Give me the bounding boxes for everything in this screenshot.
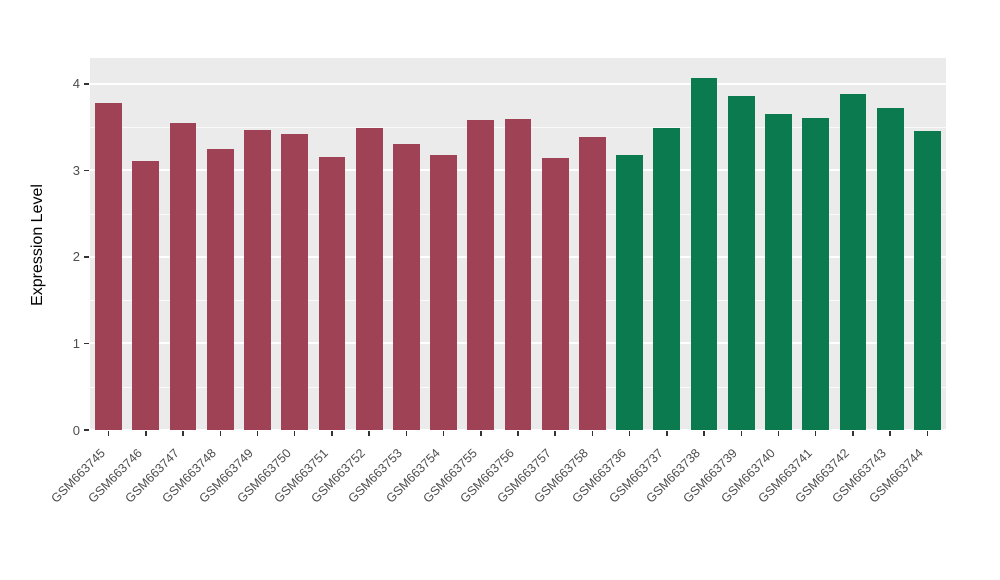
bar-GSM663755	[467, 120, 495, 430]
bar-GSM663739	[727, 96, 755, 430]
x-tick-mark	[405, 431, 408, 436]
y-tick-label: 0	[72, 422, 80, 438]
y-tick-mark	[84, 256, 89, 258]
y-tick-mark	[84, 429, 89, 431]
x-tick-mark	[145, 431, 147, 436]
y-tick-mark	[84, 169, 89, 172]
y-axis-title: Expression Level	[29, 184, 46, 306]
bar-GSM663747	[169, 122, 197, 430]
x-tick-mark	[814, 431, 817, 436]
x-tick-label: GSM663745	[48, 446, 108, 506]
x-tick-mark	[256, 431, 259, 436]
bar-GSM663742	[839, 94, 867, 430]
x-tick-mark	[182, 431, 184, 436]
x-tick-mark	[517, 431, 519, 436]
gridline-major	[90, 82, 946, 85]
bar-GSM663737	[653, 128, 681, 430]
x-tick-mark	[442, 431, 445, 436]
y-tick-mark	[84, 342, 89, 345]
gridline-major	[90, 429, 946, 431]
y-tick-label: 1	[72, 335, 80, 351]
bar-GSM663746	[132, 160, 160, 430]
x-tick-mark	[293, 431, 296, 436]
bar-GSM663743	[876, 108, 904, 430]
plot-panel	[90, 58, 946, 431]
x-tick-mark	[219, 431, 221, 436]
x-tick-mark	[591, 431, 594, 436]
x-tick-mark	[107, 431, 110, 436]
x-tick-mark	[703, 431, 705, 436]
bar-GSM663754	[430, 154, 457, 430]
x-tick-mark	[331, 431, 333, 436]
bar-GSM663753	[392, 143, 420, 430]
bar-GSM663748	[206, 148, 234, 430]
bar-GSM663740	[765, 114, 792, 430]
x-tick-mark	[852, 431, 854, 436]
x-tick-mark	[740, 431, 743, 436]
bar-GSM663745	[95, 103, 122, 430]
bar-GSM663741	[802, 117, 830, 430]
bar-GSM663736	[616, 154, 644, 430]
y-tick-label: 4	[72, 76, 80, 92]
x-tick-mark	[889, 431, 891, 436]
bar-GSM663752	[355, 128, 383, 430]
x-tick-mark	[777, 431, 780, 436]
x-tick-mark	[480, 431, 482, 436]
bar-GSM663738	[690, 77, 718, 430]
x-tick-mark	[628, 431, 631, 436]
x-tick-mark	[926, 431, 929, 436]
bar-GSM663757	[541, 158, 569, 430]
bar-GSM663744	[913, 130, 941, 430]
bar-GSM663758	[579, 136, 606, 430]
bar-GSM663751	[318, 156, 346, 430]
bar-GSM663750	[281, 134, 309, 430]
y-tick-mark	[84, 83, 89, 85]
bar-GSM663749	[244, 129, 271, 430]
y-tick-label: 3	[72, 162, 80, 178]
x-tick-mark	[666, 431, 668, 436]
x-tick-mark	[368, 431, 370, 436]
x-tick-mark	[554, 431, 556, 436]
bar-GSM663756	[504, 118, 532, 430]
y-tick-label: 2	[72, 249, 80, 265]
